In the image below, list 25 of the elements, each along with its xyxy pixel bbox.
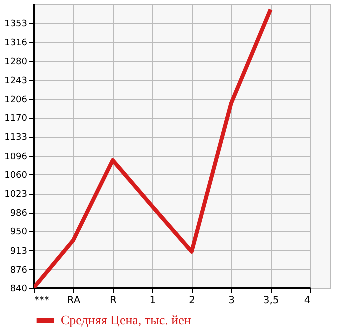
line-series [34, 8, 273, 288]
x-tick-label: RA [67, 296, 81, 306]
y-tick-label: 1096 [4, 152, 28, 162]
y-tick-label: 840 [10, 284, 28, 294]
x-tick-label: 1 [150, 296, 156, 306]
y-tick-label: 1316 [4, 38, 28, 49]
y-tick-label: 1023 [4, 190, 28, 200]
y-tick-label: 876 [10, 266, 28, 276]
y-tick-label: 1060 [4, 170, 28, 181]
x-tick-label: 3 [228, 296, 236, 306]
y-tick-label: 1353 [4, 20, 28, 30]
y-tick-label: 986 [10, 209, 28, 220]
x-tick-label: 2 [189, 296, 196, 306]
y-tick-label: 1206 [4, 96, 28, 106]
y-tick-label: 1243 [4, 76, 28, 86]
x-tick-label: R [110, 296, 117, 306]
x-tick-label: *** [34, 296, 50, 306]
y-tick-label: 913 [10, 246, 28, 257]
x-tick-label: 3,5 [263, 296, 280, 306]
y-tick-label: 1133 [4, 133, 28, 144]
y-tick-label: 950 [10, 228, 28, 238]
legend-label: Средняя Цена, тыс. йен [61, 312, 192, 328]
x-tick-label: 4 [304, 296, 311, 306]
y-tick-label: 1280 [4, 57, 28, 68]
y-tick-label: 1170 [4, 114, 28, 124]
